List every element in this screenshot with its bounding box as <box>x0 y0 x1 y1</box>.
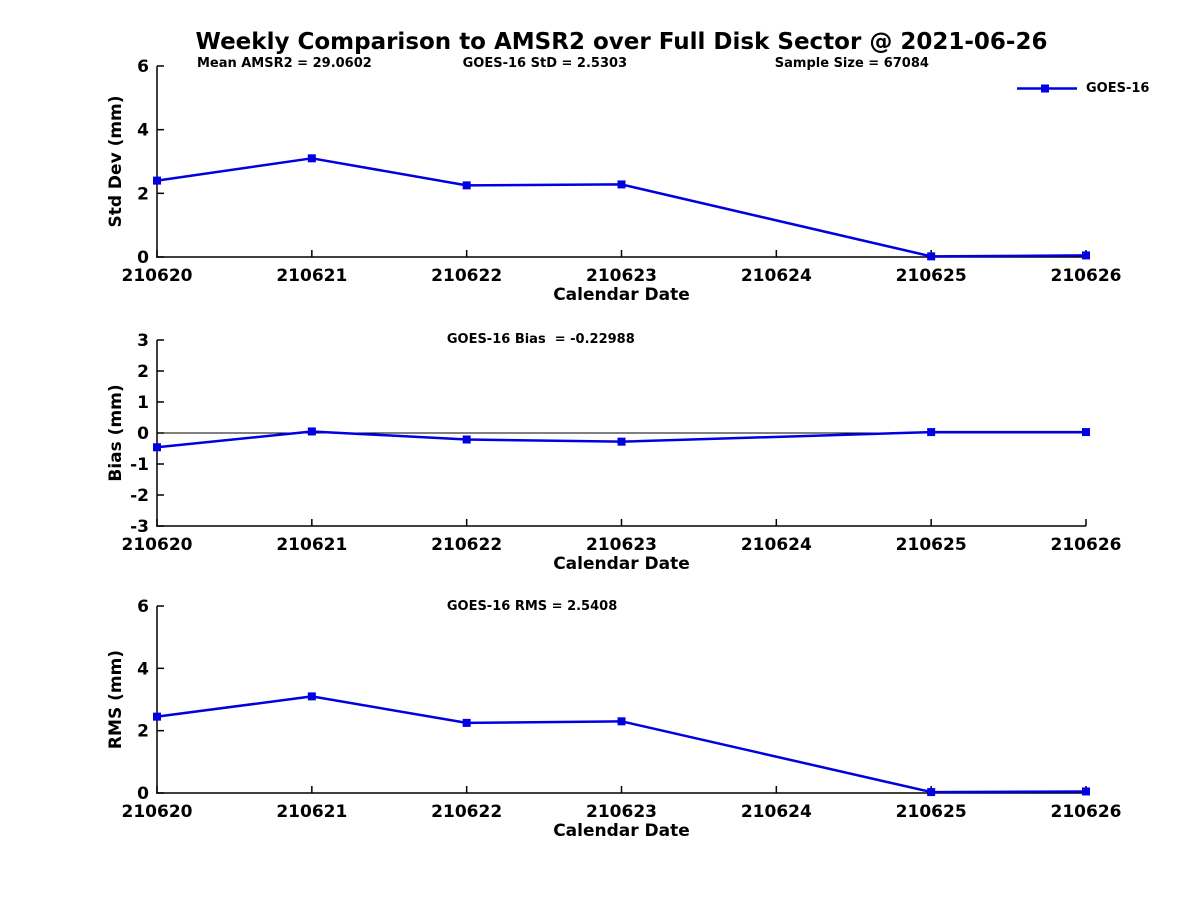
data-point-marker <box>1082 428 1090 437</box>
legend-label: GOES-16 <box>1086 81 1150 96</box>
data-point-marker <box>927 428 936 437</box>
chart-panel-std-dev: 0 2 4 6 210620 210621 210622 210623 210624 210625… <box>106 56 1121 305</box>
annotation-text: GOES-16 Bias = -0.22988 <box>447 332 635 347</box>
x-tick-label: 210625 <box>896 535 967 555</box>
y-tick-label: 2 <box>137 362 149 382</box>
data-line <box>156 157 1087 258</box>
data-point-marker <box>1082 251 1090 260</box>
y-tick-label: -1 <box>130 455 149 475</box>
chart-panel-bias: -3 -2 -1 0 1 2 3 210620 210621 210622 210623 210624… <box>106 331 1121 574</box>
data-point-marker <box>927 788 936 797</box>
x-axis-label: Calendar Date <box>553 821 690 841</box>
y-tick-label: 3 <box>137 331 149 351</box>
x-tick-label: 210624 <box>741 802 812 822</box>
data-point-marker <box>462 435 471 444</box>
data-point-marker <box>617 437 626 446</box>
data-point-marker <box>153 712 161 721</box>
x-tick-label: 210620 <box>122 266 193 286</box>
data-point-marker <box>927 252 936 261</box>
figure-title: Weekly Comparison to AMSR2 over Full Dis… <box>195 29 1048 55</box>
x-tick-label: 210626 <box>1051 535 1122 555</box>
chart-panel-rms: 0 2 4 6 210620 210621 210622 210623 210624 210625… <box>106 597 1121 841</box>
x-tick-label: 210622 <box>431 535 502 555</box>
x-tick-label: 210621 <box>276 535 347 555</box>
y-tick-label: 4 <box>137 121 149 141</box>
y-tick-label: 1 <box>137 393 149 413</box>
data-point-marker <box>462 718 471 727</box>
x-tick-label: 210626 <box>1051 266 1122 286</box>
x-tick-label: 210623 <box>586 802 657 822</box>
y-tick-label: -3 <box>130 517 149 537</box>
data-point-marker <box>462 181 471 190</box>
legend-marker-sample <box>1041 84 1049 93</box>
data-point-marker <box>153 176 161 185</box>
x-tick-label: 210625 <box>896 266 967 286</box>
annotation-text: GOES-16 StD = 2.5303 <box>463 56 627 71</box>
data-point-marker <box>307 154 316 163</box>
data-point-marker <box>307 692 316 701</box>
x-tick-label: 210620 <box>122 802 193 822</box>
y-tick-label: 4 <box>137 659 149 679</box>
y-tick-label: 0 <box>137 248 149 268</box>
data-line <box>156 430 1086 449</box>
y-axis-label: RMS (mm) <box>106 650 126 749</box>
annotation-text: Mean AMSR2 = 29.0602 <box>197 56 372 71</box>
y-tick-label: 0 <box>137 784 149 804</box>
x-axis-label: Calendar Date <box>553 285 690 305</box>
annotation-text: GOES-16 RMS = 2.5408 <box>447 599 617 614</box>
x-tick-label: 210620 <box>122 535 193 555</box>
data-line <box>156 695 1087 794</box>
legend: GOES-16 <box>1015 80 1149 97</box>
x-tick-label: 210621 <box>276 266 347 286</box>
data-point-marker <box>307 427 316 436</box>
x-tick-label: 210623 <box>586 266 657 286</box>
y-tick-label: -2 <box>130 486 149 506</box>
x-tick-label: 210622 <box>431 802 502 822</box>
x-tick-label: 210624 <box>741 266 812 286</box>
data-point-marker <box>153 443 161 452</box>
data-point-marker <box>617 180 626 189</box>
y-tick-label: 2 <box>137 722 149 742</box>
x-tick-label: 210622 <box>431 266 502 286</box>
x-tick-label: 210623 <box>586 535 657 555</box>
x-axis-label: Calendar Date <box>553 554 690 574</box>
y-tick-label: 6 <box>137 57 149 77</box>
y-tick-label: 0 <box>137 424 149 444</box>
data-point-marker <box>1082 787 1090 796</box>
x-tick-label: 210624 <box>741 535 812 555</box>
y-axis-label: Bias (mm) <box>106 384 126 481</box>
y-tick-label: 2 <box>137 184 149 204</box>
x-tick-label: 210626 <box>1051 802 1122 822</box>
y-tick-label: 6 <box>137 597 149 617</box>
x-tick-label: 210625 <box>896 802 967 822</box>
data-point-marker <box>617 717 626 726</box>
x-tick-label: 210621 <box>276 802 347 822</box>
y-axis-label: Std Dev (mm) <box>106 95 126 227</box>
annotation-text: Sample Size = 67084 <box>775 56 929 71</box>
legend-line-icon <box>1017 84 1077 93</box>
